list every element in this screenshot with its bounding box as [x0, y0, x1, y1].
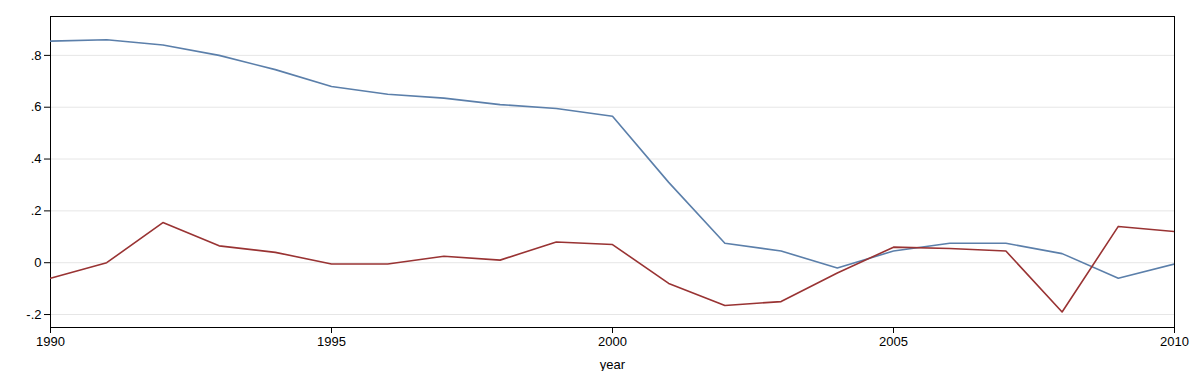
- svg-text:.2: .2: [31, 203, 42, 218]
- svg-text:1990: 1990: [36, 334, 65, 349]
- svg-text:year: year: [600, 357, 626, 371]
- svg-text:-.2: -.2: [26, 307, 41, 322]
- svg-text:2005: 2005: [879, 334, 908, 349]
- svg-text:2000: 2000: [598, 334, 627, 349]
- svg-text:.4: .4: [31, 151, 42, 166]
- svg-text:2010: 2010: [1160, 334, 1189, 349]
- svg-text:0: 0: [34, 255, 41, 270]
- svg-text:.8: .8: [31, 48, 42, 63]
- svg-text:.6: .6: [31, 99, 42, 114]
- svg-text:1995: 1995: [317, 334, 346, 349]
